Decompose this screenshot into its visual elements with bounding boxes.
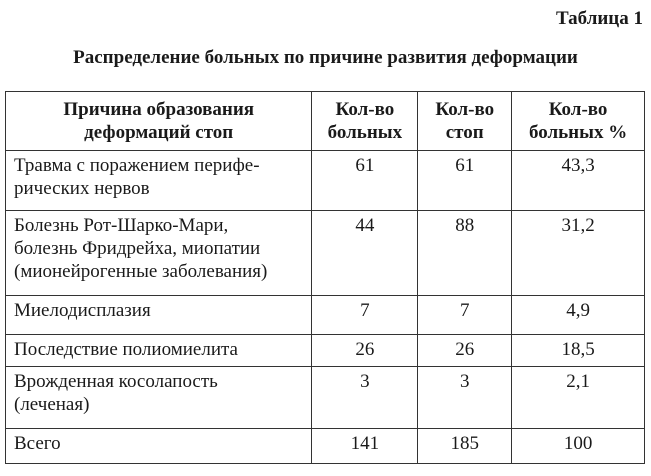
header-row: Причина образования деформаций стоп Кол-… <box>4 91 645 151</box>
cell: 7 <box>417 295 513 335</box>
cell: 141 <box>311 428 419 464</box>
row-label: Миелодисплазия <box>4 295 313 335</box>
row-label: Болезнь Рот-Шарко-Мари, болезнь Фридрейх… <box>4 210 313 296</box>
cell: 88 <box>417 210 513 296</box>
table-row: Последствие полиомиелита 26 26 18,5 <box>4 334 645 367</box>
cell: 100 <box>511 428 645 464</box>
cell: 4,9 <box>511 295 645 335</box>
row-label: Травма с поражением перифе- рических нер… <box>4 150 313 211</box>
row-label: Врожденная косолапость (леченая) <box>4 366 313 429</box>
row-label: Всего <box>4 428 313 464</box>
table-title: Распределение больных по причине развити… <box>73 47 578 68</box>
cell: 44 <box>311 210 419 296</box>
column-header: Кол-во стоп <box>417 91 513 151</box>
cell: 185 <box>417 428 513 464</box>
table-row: Всего 141 185 100 <box>4 428 645 464</box>
cell: 43,3 <box>511 150 645 211</box>
column-header: Кол-во больных <box>311 91 419 151</box>
column-header: Причина образования деформаций стоп <box>4 91 313 151</box>
cell: 26 <box>417 334 513 367</box>
table: Причина образования деформаций стоп Кол-… <box>4 91 645 464</box>
table-row: Врожденная косолапость (леченая) 3 3 2,1 <box>4 366 645 429</box>
cell: 61 <box>417 150 513 211</box>
cell: 18,5 <box>511 334 645 367</box>
cell: 7 <box>311 295 419 335</box>
table-label: Таблица 1 <box>555 8 643 29</box>
table-row: Травма с поражением перифе- рических нер… <box>4 150 645 211</box>
cell: 3 <box>417 366 513 429</box>
table-row: Миелодисплазия 7 7 4,9 <box>4 295 645 335</box>
row-label: Последствие полиомиелита <box>4 334 313 367</box>
cell: 31,2 <box>511 210 645 296</box>
table-row: Болезнь Рот-Шарко-Мари, болезнь Фридрейх… <box>4 210 645 296</box>
cell: 3 <box>311 366 419 429</box>
cell: 2,1 <box>511 366 645 429</box>
cell: 26 <box>311 334 419 367</box>
cell: 61 <box>311 150 419 211</box>
column-header: Кол-во больных % <box>511 91 645 151</box>
table-body: Травма с поражением перифе- рических нер… <box>4 150 645 464</box>
